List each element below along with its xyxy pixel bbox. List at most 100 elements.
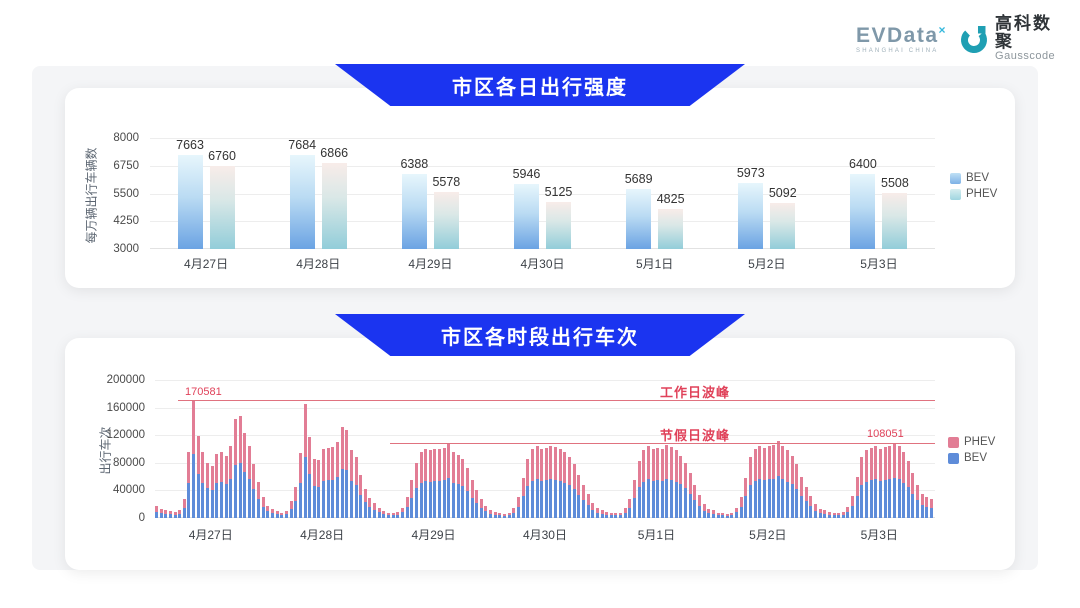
bev-bar[interactable]	[888, 478, 892, 518]
bev-bar[interactable]	[855, 495, 859, 518]
bev-bar[interactable]	[739, 506, 743, 518]
bar-slot[interactable]	[878, 380, 882, 518]
bev-bar[interactable]	[210, 489, 214, 518]
bar-slot[interactable]	[266, 380, 270, 518]
phev-bar[interactable]	[665, 444, 669, 479]
bev-bar[interactable]	[827, 514, 831, 518]
bar-slot[interactable]	[813, 380, 817, 518]
bar-slot[interactable]	[229, 380, 233, 518]
phev-bar[interactable]	[475, 490, 479, 504]
bar-slot[interactable]	[739, 380, 743, 518]
phev-bar[interactable]	[271, 509, 275, 514]
phev-bar[interactable]	[809, 495, 813, 507]
bar-slot[interactable]	[795, 380, 799, 518]
bev-bar[interactable]	[809, 506, 813, 518]
phev-bar[interactable]	[535, 445, 539, 479]
bev-bar[interactable]	[660, 480, 664, 518]
phev-bar[interactable]	[646, 445, 650, 479]
bev-bar[interactable]	[813, 510, 817, 518]
bev-bar[interactable]	[730, 515, 734, 518]
bev-bar[interactable]	[252, 488, 256, 518]
bev-bar[interactable]	[632, 497, 636, 518]
phev-bar[interactable]	[730, 512, 734, 516]
phev-bar[interactable]	[813, 504, 817, 511]
bev-bar[interactable]	[187, 482, 191, 518]
phev-bar[interactable]	[438, 449, 442, 481]
phev-bar[interactable]	[642, 450, 646, 482]
phev-bar[interactable]	[544, 447, 548, 480]
phev-bar[interactable]	[368, 498, 372, 508]
bar-slot[interactable]	[377, 380, 381, 518]
bar-slot[interactable]	[809, 380, 813, 518]
bar-slot[interactable]	[660, 380, 664, 518]
bar-slot[interactable]	[438, 380, 442, 518]
phev-bar[interactable]	[929, 498, 933, 508]
bev-bar[interactable]	[479, 507, 483, 518]
bar-slot[interactable]	[558, 380, 562, 518]
legend-item-bev[interactable]: BEV	[948, 452, 995, 464]
bar-slot[interactable]	[888, 380, 892, 518]
phev-bar[interactable]	[823, 509, 827, 514]
bar-slot[interactable]	[215, 380, 219, 518]
bev-bar[interactable]	[294, 501, 298, 518]
bev-bar[interactable]	[303, 456, 307, 518]
bev-bar[interactable]	[725, 515, 729, 518]
phev-bar[interactable]	[317, 460, 321, 487]
phev-bar[interactable]	[744, 477, 748, 497]
bev-bar[interactable]	[902, 482, 906, 518]
phev-bar[interactable]	[758, 446, 762, 480]
bev-bar[interactable]	[215, 483, 219, 518]
bev-bar[interactable]	[929, 507, 933, 518]
bev-bar[interactable]	[470, 497, 474, 518]
bev-bar[interactable]	[906, 487, 910, 518]
bev-bar[interactable]	[897, 479, 901, 518]
bar-slot[interactable]	[359, 380, 363, 518]
phev-bar[interactable]	[284, 511, 288, 515]
bar-slot[interactable]	[317, 380, 321, 518]
bev-bar[interactable]	[711, 513, 715, 518]
bev-bar[interactable]	[549, 478, 553, 518]
bar-slot[interactable]	[697, 380, 701, 518]
bar-slot[interactable]	[591, 380, 595, 518]
bev-bar[interactable]	[572, 488, 576, 518]
bev-bar[interactable]	[693, 500, 697, 518]
bar-slot[interactable]	[419, 380, 423, 518]
bev-bar[interactable]	[382, 514, 386, 518]
phev-bar[interactable]	[526, 459, 530, 487]
bev-bar[interactable]	[823, 513, 827, 518]
phev-bar[interactable]	[581, 484, 585, 501]
phev-bar[interactable]	[340, 426, 344, 469]
bev-bar[interactable]	[721, 515, 725, 518]
bev-bar[interactable]	[489, 513, 493, 518]
bev-bar[interactable]	[507, 515, 511, 518]
phev-bar[interactable]	[447, 443, 451, 478]
bev-bar[interactable]	[586, 504, 590, 518]
bar-slot[interactable]	[233, 380, 237, 518]
bar-slot[interactable]	[331, 380, 335, 518]
bar-slot[interactable]	[823, 380, 827, 518]
bar-slot[interactable]	[554, 380, 558, 518]
phev-bar[interactable]	[772, 444, 776, 479]
phev-bar[interactable]	[563, 452, 567, 483]
bar-slot[interactable]	[874, 380, 878, 518]
phev-bar[interactable]	[614, 513, 618, 516]
bev-bar[interactable]	[530, 480, 534, 518]
bar-slot[interactable]	[753, 380, 757, 518]
bev-bar[interactable]	[447, 477, 451, 518]
bev-bar[interactable]	[493, 514, 497, 518]
phev-bar[interactable]	[916, 484, 920, 501]
bar-slot[interactable]	[447, 380, 451, 518]
phev-bar[interactable]	[632, 480, 636, 498]
bev-bar[interactable]	[354, 485, 358, 518]
bev-bar[interactable]	[786, 481, 790, 518]
bar-slot[interactable]	[400, 380, 404, 518]
bev-bar[interactable]	[860, 485, 864, 518]
phev-bar[interactable]	[781, 445, 785, 479]
bev-bar[interactable]	[475, 503, 479, 518]
bar-slot[interactable]	[656, 380, 660, 518]
bar-slot[interactable]	[869, 380, 873, 518]
bev-bar[interactable]	[442, 479, 446, 518]
phev-bar[interactable]	[206, 462, 210, 489]
phev-bar[interactable]	[658, 208, 684, 249]
bev-bar[interactable]	[832, 515, 836, 518]
